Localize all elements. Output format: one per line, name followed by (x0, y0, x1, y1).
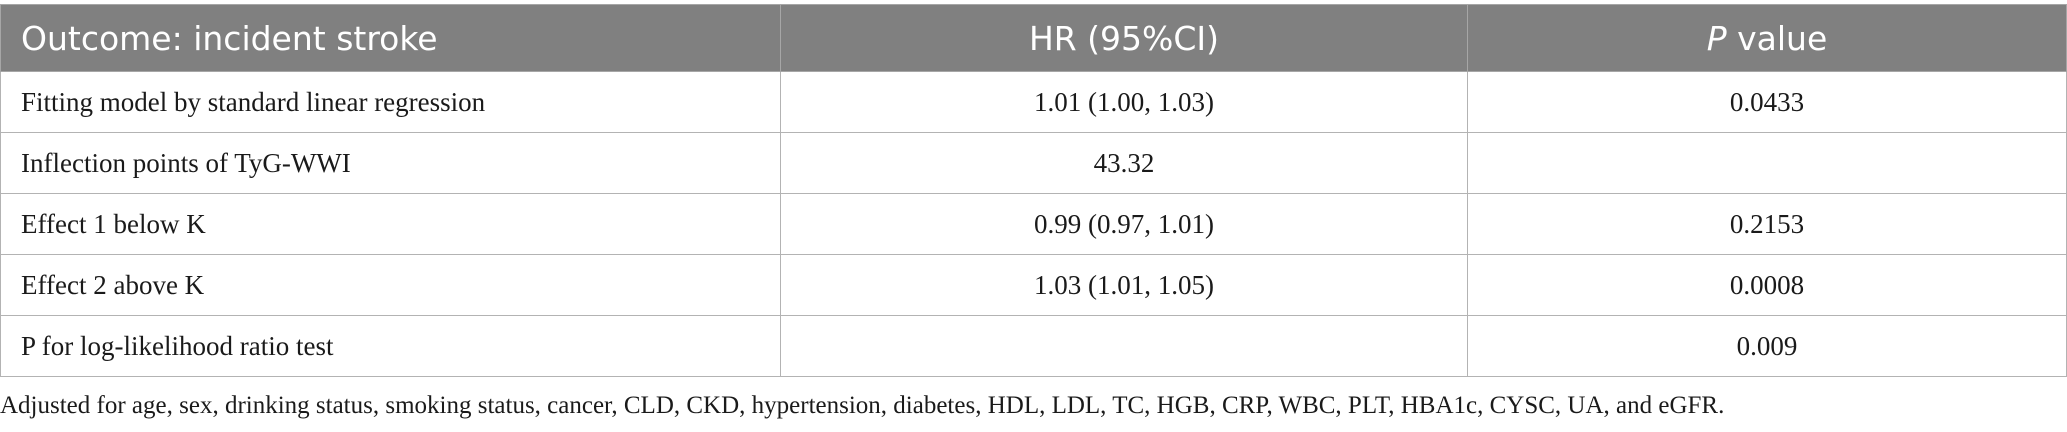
row-p: 0.009 (1467, 315, 2067, 377)
row-label: P for log-likelihood ratio test (0, 315, 781, 377)
header-row: Outcome: incident stroke HR (95%CI) P va… (0, 4, 2067, 72)
header-hr: HR (95%CI) (780, 4, 1468, 72)
table-body: Fitting model by standard linear regress… (0, 71, 2067, 377)
table-footnote: Adjusted for age, sex, drinking status, … (0, 392, 1725, 419)
table-row: Inflection points of TyG-WWI 43.32 (0, 132, 2067, 194)
header-p-italic: P (1706, 18, 1727, 58)
header-outcome: Outcome: incident stroke (0, 4, 781, 72)
table-row: P for log-likelihood ratio test 0.009 (0, 315, 2067, 377)
table-header: Outcome: incident stroke HR (95%CI) P va… (0, 4, 2067, 72)
row-hr: 0.99 (0.97, 1.01) (780, 193, 1468, 255)
row-hr: 1.03 (1.01, 1.05) (780, 254, 1468, 316)
row-hr (780, 315, 1468, 377)
stroke-results-table: Outcome: incident stroke HR (95%CI) P va… (0, 4, 2067, 377)
table-row: Fitting model by standard linear regress… (0, 71, 2067, 133)
row-label: Effect 2 above K (0, 254, 781, 316)
header-p-value: P value (1467, 4, 2067, 72)
header-p-rest: value (1726, 18, 1828, 58)
results-table-container: Outcome: incident stroke HR (95%CI) P va… (0, 4, 2067, 377)
row-p (1467, 132, 2067, 194)
row-p: 0.0433 (1467, 71, 2067, 133)
row-p: 0.2153 (1467, 193, 2067, 255)
row-hr: 1.01 (1.00, 1.03) (780, 71, 1468, 133)
row-label: Effect 1 below K (0, 193, 781, 255)
table-row: Effect 1 below K 0.99 (0.97, 1.01) 0.215… (0, 193, 2067, 255)
row-label: Fitting model by standard linear regress… (0, 71, 781, 133)
row-p: 0.0008 (1467, 254, 2067, 316)
row-hr: 43.32 (780, 132, 1468, 194)
row-label: Inflection points of TyG-WWI (0, 132, 781, 194)
table-row: Effect 2 above K 1.03 (1.01, 1.05) 0.000… (0, 254, 2067, 316)
